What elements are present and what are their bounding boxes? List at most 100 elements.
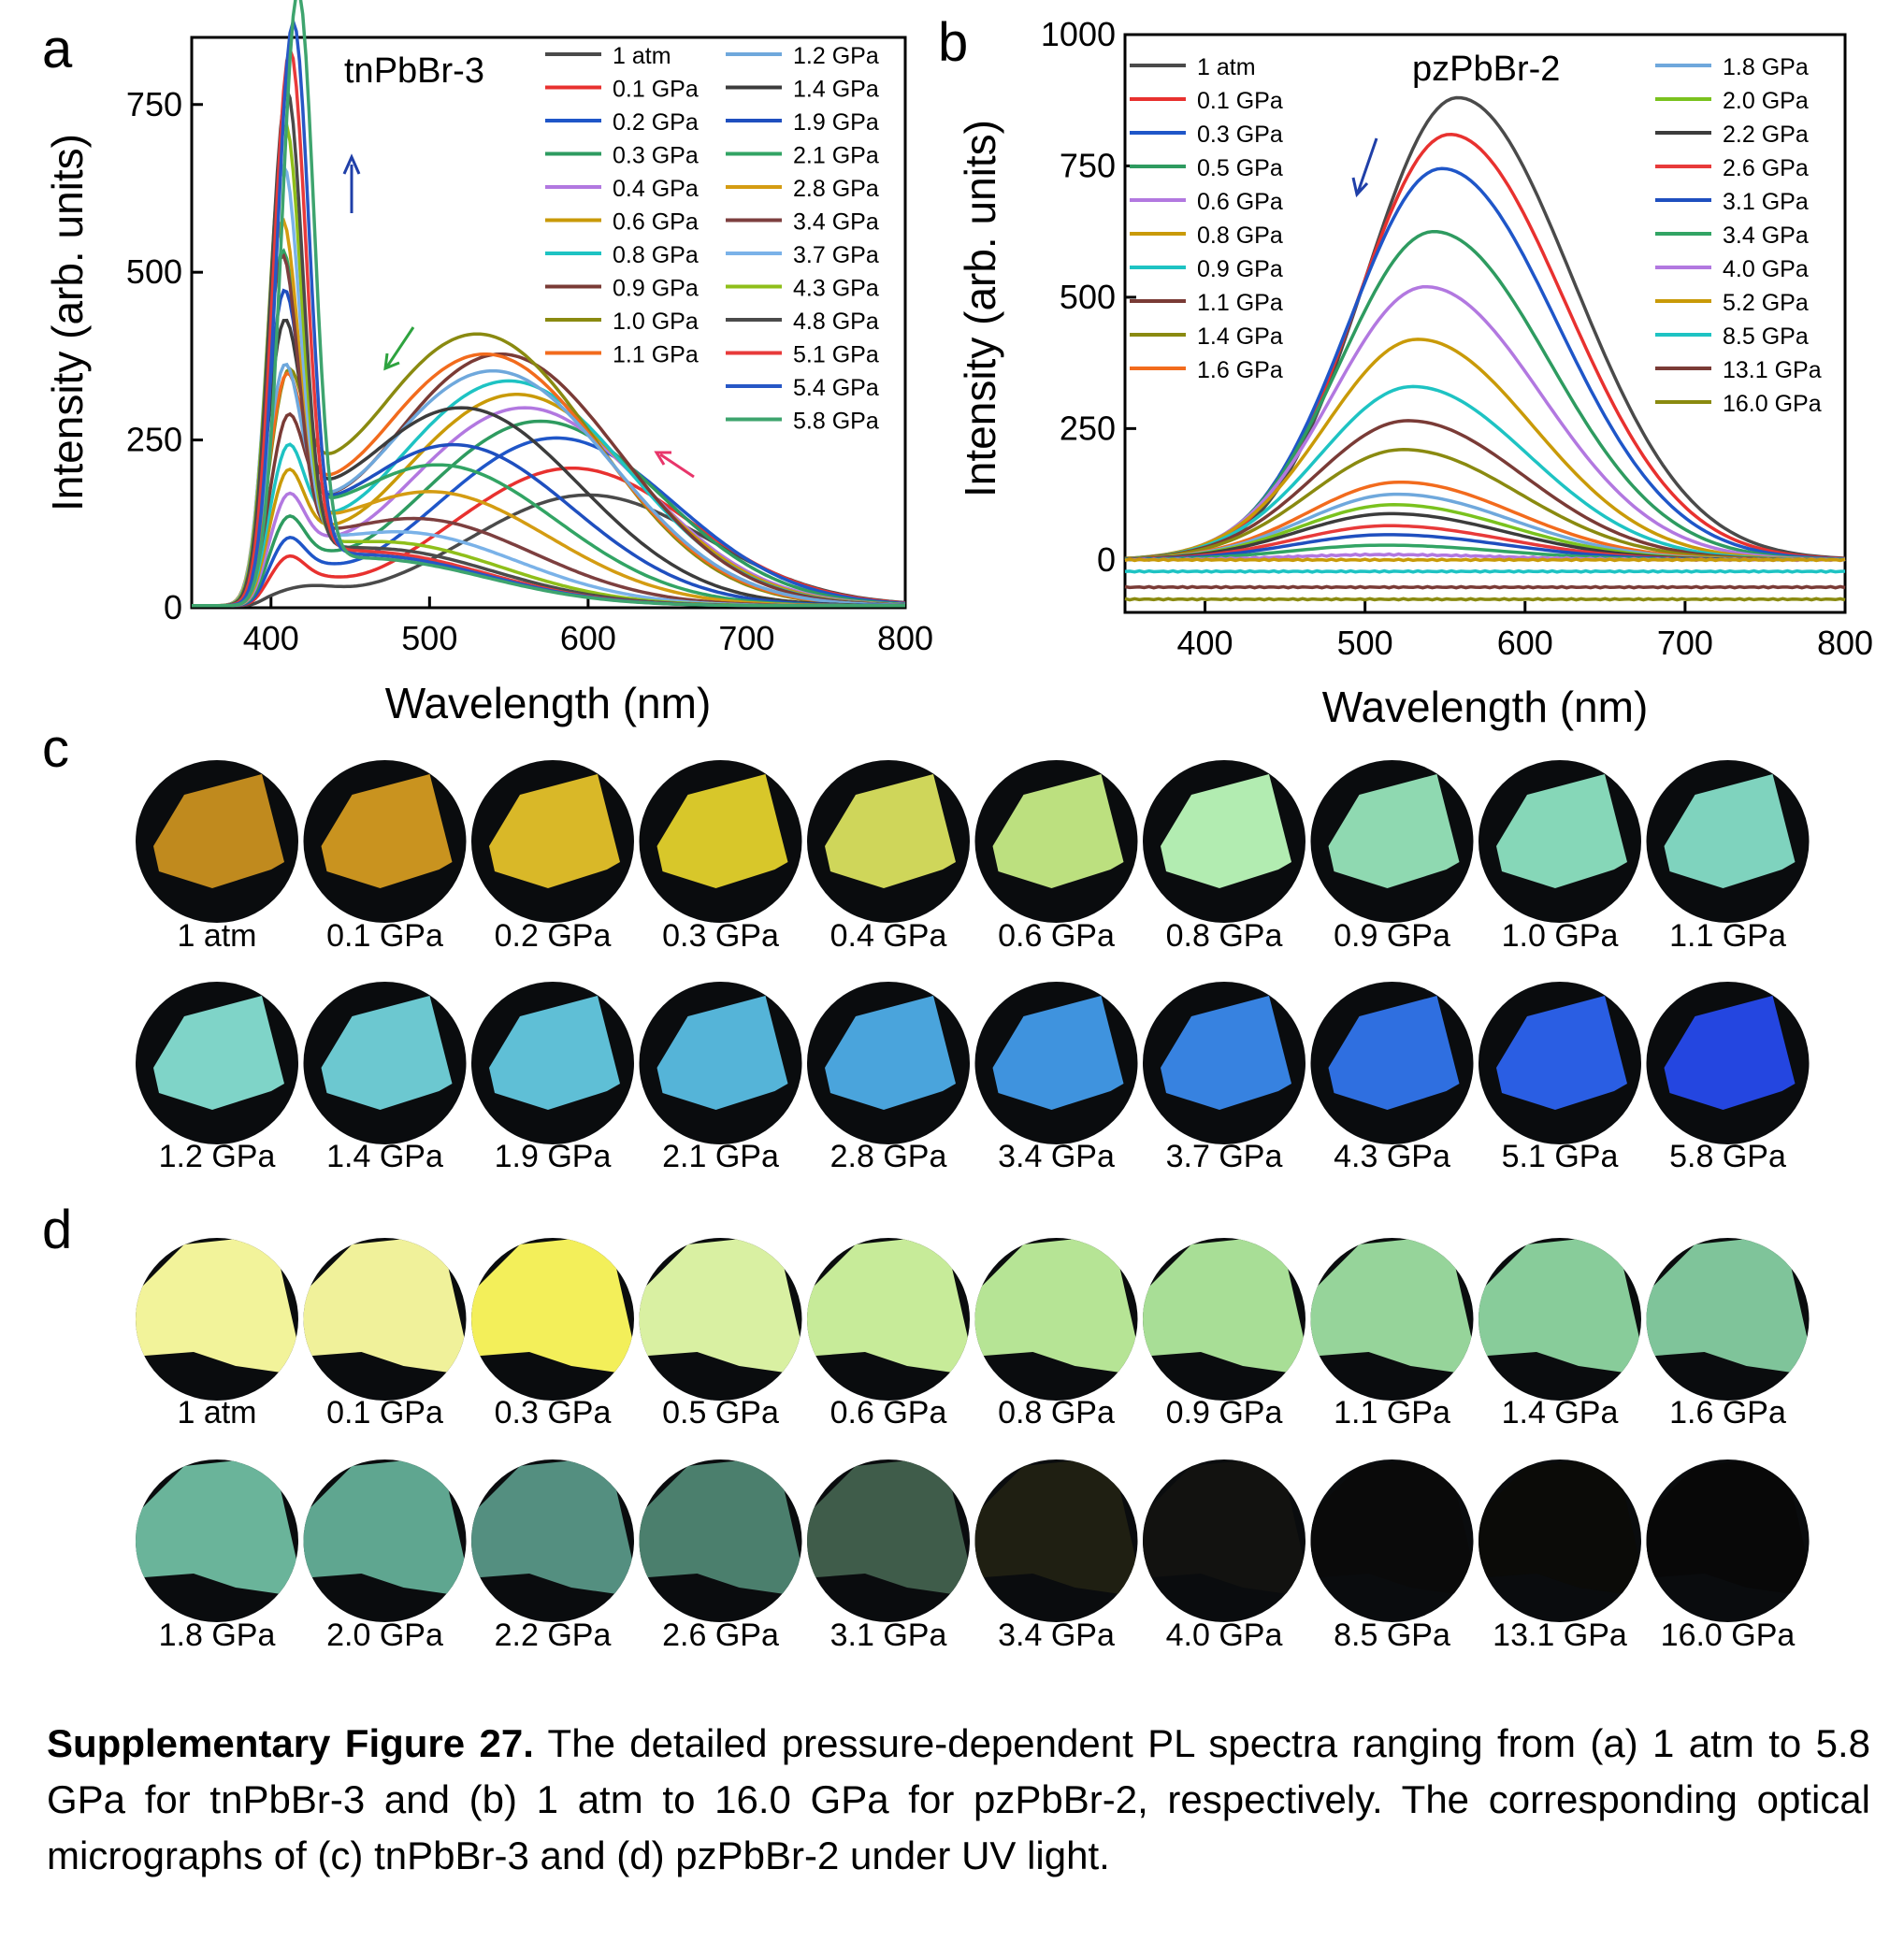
- caption-text: The detailed pressure-dependent PL spect…: [47, 1721, 1870, 1877]
- legend-label-b: 4.0 GPa: [1723, 256, 1809, 282]
- micrograph-c2: 4.3 GPa: [1310, 982, 1474, 1174]
- crystal-fluorescence: [825, 996, 956, 1110]
- arrow-down-left-icon: [1351, 137, 1378, 198]
- legend-a: 1 atm 0.1 GPa 0.2 GPa 0.3 GPa 0.4 GPa 0.6 GPa…: [545, 43, 879, 435]
- x-tick-label-a: 500: [401, 619, 457, 657]
- legend-label-b: 13.1 GPa: [1723, 357, 1822, 383]
- micrograph-label: 0.9 GPa: [1166, 1395, 1283, 1431]
- series-line-b-17: [1124, 557, 1846, 563]
- x-tick-label-b: 700: [1657, 624, 1713, 662]
- micrograph-d2: 2.2 GPa: [471, 1459, 634, 1653]
- crystal-fluorescence: [639, 1459, 802, 1597]
- micrograph-c1: 0.8 GPa: [1143, 760, 1305, 954]
- legend-label-b: 16.0 GPa: [1723, 391, 1822, 417]
- micrograph-c2: 1.2 GPa: [136, 982, 298, 1174]
- crystal-fluorescence: [807, 1238, 970, 1375]
- plot-frame-a: [190, 36, 907, 610]
- chart-title-a: tnPbBr-3: [344, 51, 484, 91]
- crystal-fluorescence: [489, 774, 620, 888]
- micrograph-label: 0.3 GPa: [662, 918, 779, 954]
- micrograph-d1: 1.6 GPa: [1646, 1238, 1810, 1431]
- micrograph-label: 5.1 GPa: [1502, 1139, 1619, 1174]
- series-lines-a: [192, 0, 906, 608]
- x-tick-label-a: 800: [877, 619, 933, 657]
- legend-label-a: 1.2 GPa: [793, 43, 879, 69]
- micrograph-c1: 0.6 GPa: [974, 760, 1138, 954]
- y-axis-label-b: Intensity (arb. units): [956, 120, 1004, 497]
- x-tick-label-a: 700: [718, 619, 774, 657]
- crystal-fluorescence: [974, 1238, 1138, 1375]
- micrograph-label: 2.2 GPa: [495, 1618, 612, 1653]
- panel-label-c: c: [42, 718, 69, 779]
- micrograph-label: 0.6 GPa: [998, 918, 1115, 954]
- plot-frame-b: [1123, 33, 1847, 614]
- legend-label-b: 0.8 GPa: [1197, 223, 1283, 249]
- legend-label-a: 5.4 GPa: [793, 375, 879, 401]
- legend-label-a: 0.8 GPa: [613, 242, 699, 268]
- crystal-fluorescence: [303, 1238, 467, 1375]
- y-tick-label-b: 250: [1060, 409, 1116, 447]
- legend-label-b: 0.5 GPa: [1197, 155, 1283, 181]
- micrograph-label: 0.2 GPa: [495, 918, 612, 954]
- crystal-fluorescence: [825, 774, 956, 888]
- legend-label-b: 2.6 GPa: [1723, 155, 1809, 181]
- micrograph-c1: 1.0 GPa: [1478, 760, 1641, 954]
- series-line-b-5: [1124, 338, 1846, 562]
- x-tick-label-b: 400: [1177, 624, 1233, 662]
- micrograph-c2: 3.4 GPa: [974, 982, 1138, 1174]
- micrograph-c2: 2.8 GPa: [807, 982, 970, 1174]
- crystal-fluorescence: [136, 1459, 298, 1597]
- crystal-fluorescence: [153, 774, 284, 888]
- crystal-fluorescence: [471, 1459, 634, 1597]
- annotations-b: [1351, 137, 1378, 198]
- micrograph-label: 3.4 GPa: [998, 1618, 1115, 1653]
- micrograph-d2: 13.1 GPa: [1478, 1459, 1641, 1653]
- micrograph-label: 0.6 GPa: [830, 1395, 947, 1431]
- y-tick-label-b: 0: [1097, 540, 1116, 579]
- micrograph-label: 4.3 GPa: [1334, 1139, 1450, 1174]
- micrograph-c1: 1.1 GPa: [1646, 760, 1810, 954]
- micrograph-d2: 3.4 GPa: [974, 1459, 1138, 1653]
- legend-label-a: 0.9 GPa: [613, 276, 699, 302]
- crystal-fluorescence: [153, 996, 284, 1110]
- figure-caption: Supplementary Figure 27. The detailed pr…: [47, 1716, 1870, 1884]
- crystal-fluorescence: [136, 1238, 298, 1375]
- micrograph-label: 5.8 GPa: [1669, 1139, 1786, 1174]
- micrograph-label: 0.3 GPa: [495, 1395, 612, 1431]
- legend-label-b: 5.2 GPa: [1723, 290, 1809, 316]
- crystal-fluorescence: [1478, 1238, 1641, 1375]
- micrograph-label: 0.1 GPa: [326, 1395, 443, 1431]
- micrograph-label: 13.1 GPa: [1493, 1618, 1627, 1653]
- y-tick-label-a: 500: [126, 252, 182, 291]
- panel-label-a: a: [42, 19, 73, 79]
- micrograph-d1: 0.6 GPa: [807, 1238, 970, 1431]
- panel-b-chart: b 400 500 600 700 800 0 250 500 750 1000 pzPbBr-2…: [938, 12, 1873, 731]
- crystal-fluorescence: [1478, 1459, 1641, 1597]
- arrow-up-icon: [342, 153, 361, 213]
- annotations-a: [342, 153, 695, 479]
- y-tick-label-b: 500: [1060, 278, 1116, 316]
- micrograph-label: 1.1 GPa: [1669, 918, 1786, 954]
- micrograph-label: 0.8 GPa: [1166, 918, 1283, 954]
- y-axis-label-a: Intensity (arb. units): [43, 134, 92, 511]
- legend-label-b: 0.9 GPa: [1197, 256, 1283, 282]
- legend-label-b: 1.8 GPa: [1723, 54, 1809, 80]
- legend-label-b: 0.1 GPa: [1197, 88, 1283, 114]
- micrograph-label: 3.1 GPa: [830, 1618, 947, 1653]
- legend-b: 1 atm 0.1 GPa 0.3 GPa 0.5 GPa 0.6 GPa 0.8 GPa…: [1130, 54, 1822, 417]
- x-tick-label-b: 600: [1497, 624, 1553, 662]
- y-tick-label-a: 750: [126, 85, 182, 123]
- crystal-fluorescence: [639, 1238, 802, 1375]
- legend-label-b: 8.5 GPa: [1723, 324, 1809, 350]
- series-line-a-3: [192, 419, 906, 608]
- arrow-down-left-icon: [383, 326, 415, 371]
- legend-label-a: 1.1 GPa: [613, 342, 699, 368]
- legend-label-a: 3.4 GPa: [793, 209, 879, 236]
- micrograph-label: 1.4 GPa: [1502, 1395, 1619, 1431]
- micrograph-label: 1.0 GPa: [1502, 918, 1619, 954]
- x-tick-label-a: 400: [243, 619, 299, 657]
- micrograph-d1: 1.1 GPa: [1310, 1238, 1474, 1431]
- crystal-fluorescence: [321, 996, 453, 1110]
- micrograph-d2: 2.6 GPa: [639, 1459, 802, 1653]
- legend-label-b: 0.6 GPa: [1197, 189, 1283, 215]
